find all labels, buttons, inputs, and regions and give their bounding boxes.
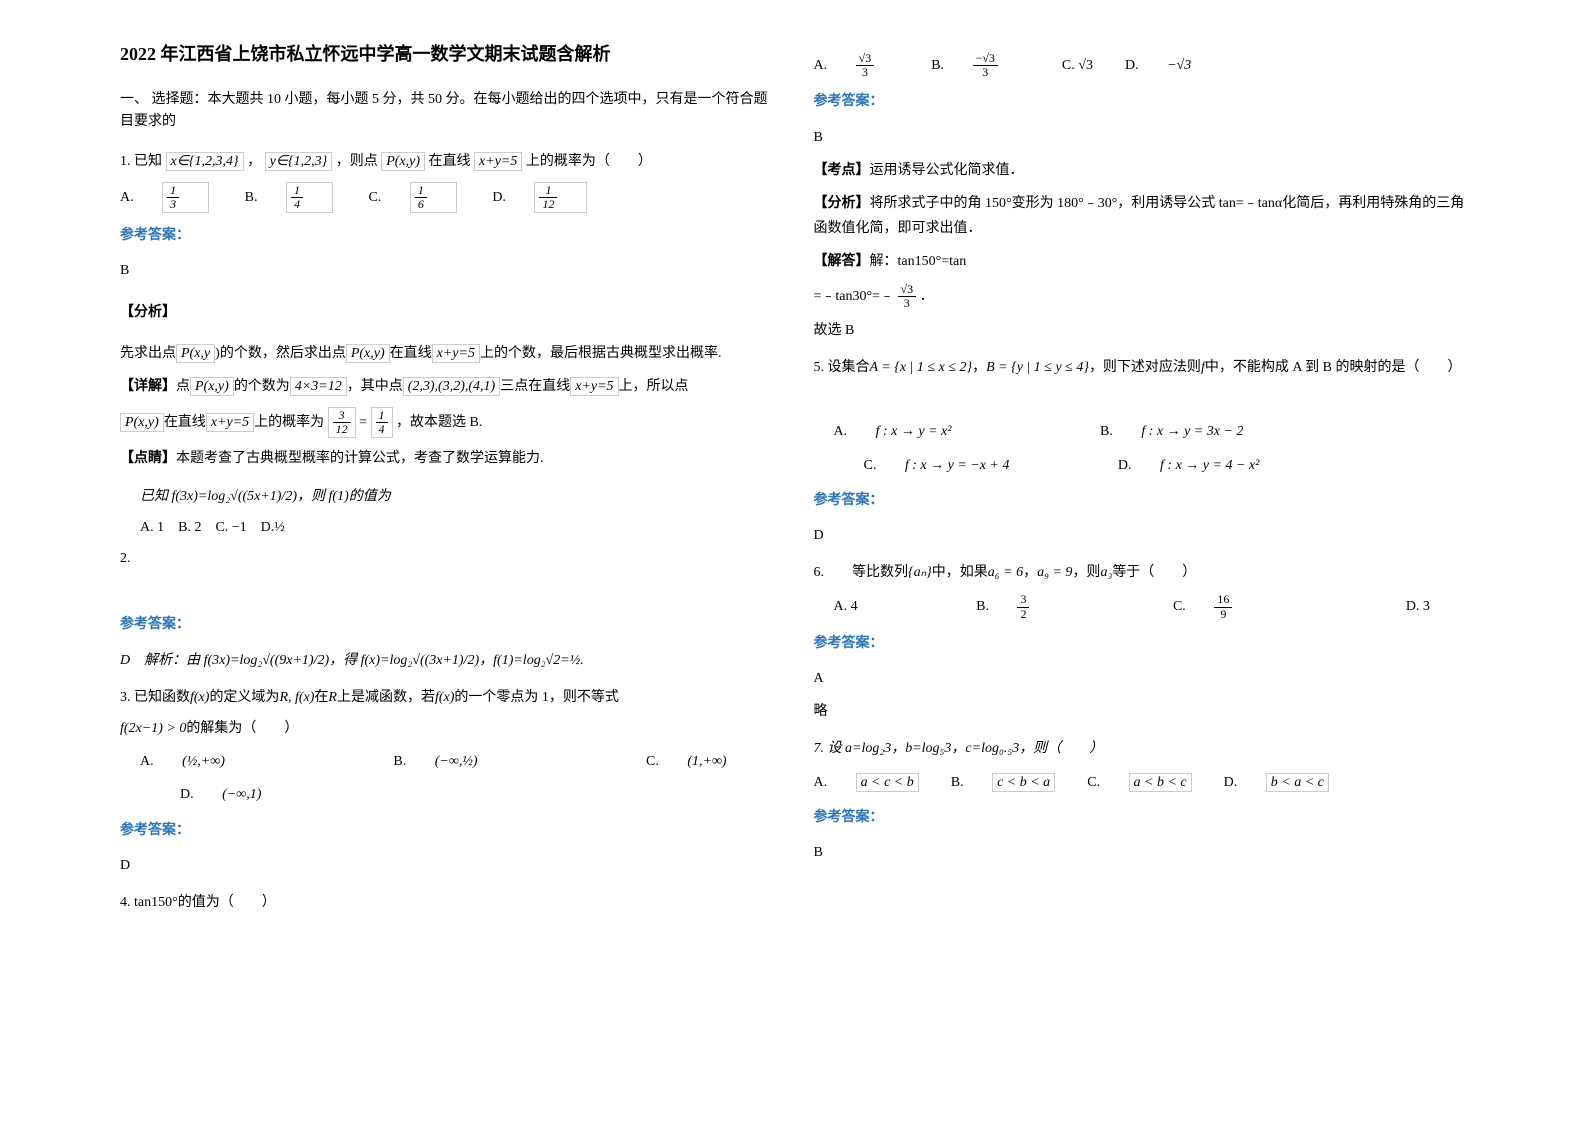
answer-label: 参考答案： xyxy=(120,612,774,637)
fraction: 14 xyxy=(286,182,333,213)
q1-stem: 1. 已知 x∈{1,2,3,4} ， y∈{1,2,3} ，则点 P(x,y)… xyxy=(120,149,774,174)
q5-options-row1: A. f : x → y = x² B. f : x → y = 3x − 2 xyxy=(834,419,1468,444)
q2-answer: D 解析：由 f(3x)=log₂√((9x+1)/2)，得 f(x)=log₂… xyxy=(120,648,774,673)
q1-options: A. 13 B. 14 C. 16 D. 112 xyxy=(120,182,774,213)
math-expr: y∈{1,2,3} xyxy=(265,152,333,171)
q7-stem: 7. 设 a=log₂3，b=log₅3，c=log₀.₅3，则（ ） xyxy=(814,736,1468,761)
q6-options: A. 4 B. 32 C. 169 D. 3 xyxy=(834,593,1468,620)
q2-options: A. 1 B. 2 C. −1 D.½ xyxy=(140,515,774,540)
fraction: √33 xyxy=(856,52,900,79)
question-4-rest: A. √33 B. −√33 C. √3 D. −√3 参考答案： B 【考点】… xyxy=(814,52,1468,343)
fraction: 312 xyxy=(328,407,356,438)
q3-stem-2: f(2x−1) > 0的解集为（ ） xyxy=(120,716,774,741)
fraction: 32 xyxy=(1017,593,1054,620)
question-4-stem: 4. tan150°的值为（ ） xyxy=(120,890,774,915)
page-title: 2022 年江西省上饶市私立怀远中学高一数学文期末试题含解析 xyxy=(120,40,774,69)
math-expr: x+y=5 xyxy=(474,152,522,171)
math-expr: P(x,y) xyxy=(381,152,425,171)
fraction: √33 xyxy=(898,283,917,310)
q5-options-row2: C. f : x → y = −x + 4 D. f : x → y = 4 −… xyxy=(834,453,1468,478)
q4-solve-2: =﹣tan30°=﹣ √33 ． xyxy=(814,283,1468,310)
q6-extra: 略 xyxy=(814,699,1468,724)
fraction: 14 xyxy=(371,407,393,438)
q3-options: A. (½,+∞) B. (−∞,½) C. (1,+∞) xyxy=(120,749,774,774)
section-header: 一、 选择题：本大题共 10 小题，每小题 5 分，共 50 分。在每小题给出的… xyxy=(120,89,774,134)
q2-number: 2. xyxy=(120,546,774,571)
q7-answer: B xyxy=(814,840,1468,865)
q1-tip: 【点睛】本题考查了古典概型概率的计算公式，考查了数学运算能力. xyxy=(120,446,774,471)
answer-label: 参考答案： xyxy=(120,223,774,248)
q4-analysis: 【分析】将所求式子中的角 150°变形为 180°﹣30°，利用诱导公式 tan… xyxy=(814,191,1468,241)
right-column: A. √33 B. −√33 C. √3 D. −√3 参考答案： B 【考点】… xyxy=(794,40,1488,1082)
question-6: 6. 等比数列{aₙ}中，如果a₆ = 6，a₉ = 9，则a₃等于（ ） A.… xyxy=(814,560,1468,724)
fraction: 112 xyxy=(534,182,587,213)
answer-label: 参考答案： xyxy=(120,818,774,843)
analysis-label: 【分析】 xyxy=(120,300,176,325)
q6-answer: A xyxy=(814,666,1468,691)
fraction: 169 xyxy=(1214,593,1257,620)
q4-stem: 4. tan150°的值为（ ） xyxy=(120,890,774,915)
fraction: −√33 xyxy=(973,52,1023,79)
question-5: 5. 设集合A = {x | 1 ≤ x ≤ 2}，B = {y | 1 ≤ y… xyxy=(814,355,1468,548)
q7-options: A. a < c < b B. c < b < a C. a < b < c D… xyxy=(814,770,1468,795)
question-1: 1. 已知 x∈{1,2,3,4} ， y∈{1,2,3} ，则点 P(x,y)… xyxy=(120,149,774,472)
q4-solve-1: 【解答】解：tan150°=tan xyxy=(814,249,1468,274)
fraction: 16 xyxy=(410,182,457,213)
q6-stem: 6. 等比数列{aₙ}中，如果a₆ = 6，a₉ = 9，则a₃等于（ ） xyxy=(814,560,1468,585)
answer-label: 参考答案： xyxy=(814,805,1468,830)
q2-stem-line1: 已知 f(3x)=log₂√((5x+1)/2)，则 f(1)的值为 xyxy=(140,484,774,509)
q3-answer: D xyxy=(120,853,774,878)
q3-option-d: D. (−∞,1) xyxy=(140,782,774,807)
q4-answer: B xyxy=(814,125,1468,150)
q4-options: A. √33 B. −√33 C. √3 D. −√3 xyxy=(814,52,1468,79)
answer-label: 参考答案： xyxy=(814,89,1468,114)
q4-solve-3: 故选 B xyxy=(814,318,1468,343)
q4-keypoint: 【考点】运用诱导公式化简求值． xyxy=(814,158,1468,183)
q1-detail: 【详解】点P(x,y)的个数为4×3=12，其中点(2,3),(3,2),(4,… xyxy=(120,374,774,399)
q3-stem: 3. 已知函数f(x)的定义域为R, f(x)在R上是减函数，若f(x)的一个零… xyxy=(120,685,774,710)
q1-detail-2: P(x,y)在直线x+y=5上的概率为 312 = 14 ，故本题选 B. xyxy=(120,407,774,438)
q1-answer: B xyxy=(120,258,774,283)
answer-label: 参考答案： xyxy=(814,631,1468,656)
question-2: 已知 f(3x)=log₂√((5x+1)/2)，则 f(1)的值为 A. 1 … xyxy=(120,484,774,673)
q5-stem: 5. 设集合A = {x | 1 ≤ x ≤ 2}，B = {y | 1 ≤ y… xyxy=(814,355,1468,380)
q5-answer: D xyxy=(814,523,1468,548)
left-column: 2022 年江西省上饶市私立怀远中学高一数学文期末试题含解析 一、 选择题：本大… xyxy=(100,40,794,1082)
answer-label: 参考答案： xyxy=(814,488,1468,513)
math-expr: x∈{1,2,3,4} xyxy=(166,152,244,171)
fraction: 13 xyxy=(162,182,209,213)
q1-analysis: 先求出点P(x,y)的个数，然后求出点P(x,y)在直线x+y=5上的个数，最后… xyxy=(120,341,774,366)
question-7: 7. 设 a=log₂3，b=log₅3，c=log₀.₅3，则（ ） A. a… xyxy=(814,736,1468,865)
question-3: 3. 已知函数f(x)的定义域为R, f(x)在R上是减函数，若f(x)的一个零… xyxy=(120,685,774,878)
